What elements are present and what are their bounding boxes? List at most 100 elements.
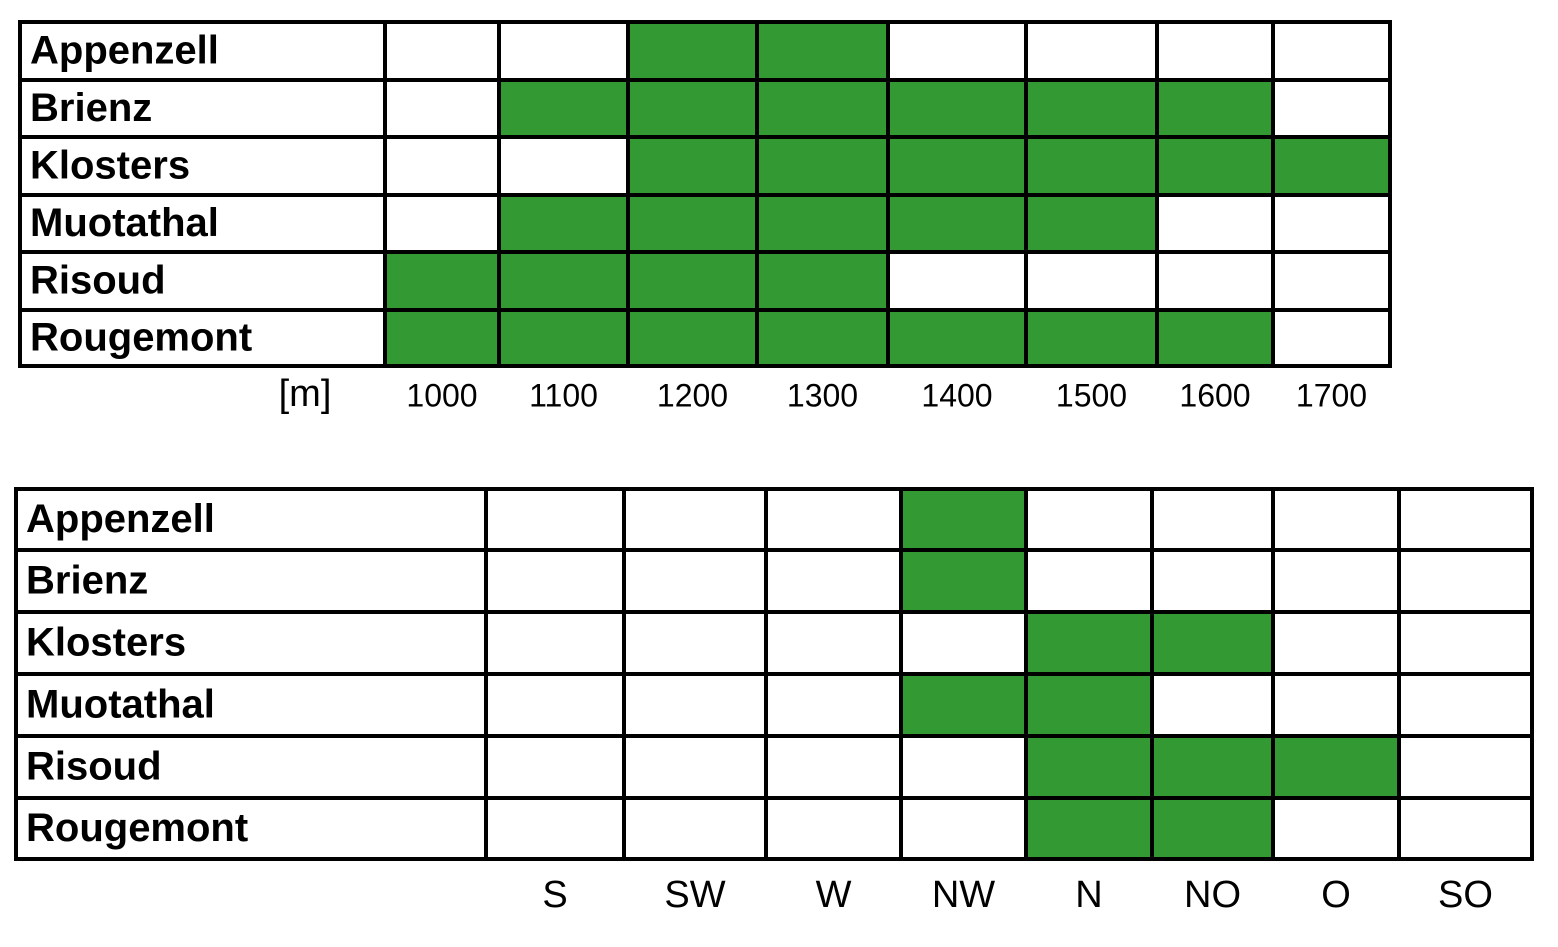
cell [1024, 193, 1159, 254]
cell [1024, 487, 1154, 552]
row-label-cell [18, 308, 387, 368]
cell [1271, 193, 1392, 254]
cell [383, 308, 501, 368]
cell [1397, 672, 1534, 738]
cell [1150, 672, 1275, 738]
row-label: Risoud [26, 745, 162, 789]
unit-label: [m] [279, 373, 332, 415]
cell [1397, 610, 1534, 676]
cell [383, 78, 501, 139]
column-label: 1600 [1179, 377, 1250, 413]
cell [626, 78, 759, 139]
cell [899, 734, 1028, 800]
cell [497, 250, 630, 312]
cell [1024, 610, 1154, 676]
cell [1024, 734, 1154, 800]
cell [1271, 308, 1392, 368]
row-label-cell [14, 672, 488, 738]
cell [755, 308, 890, 368]
row-label-cell [18, 193, 387, 254]
cell [383, 20, 501, 82]
column-label: O [1321, 874, 1351, 916]
row-label: Brienz [30, 86, 152, 130]
cell [755, 20, 890, 82]
cell [1024, 135, 1159, 197]
cell [1155, 78, 1275, 139]
column-label: NW [932, 874, 995, 916]
cell [1024, 20, 1159, 82]
cell [899, 548, 1028, 614]
cell [622, 487, 768, 552]
cell [1155, 135, 1275, 197]
cell [383, 193, 501, 254]
column-label: 1100 [529, 377, 598, 413]
cell [764, 487, 903, 552]
cell [1271, 548, 1401, 614]
cell [1397, 487, 1534, 552]
cell [755, 78, 890, 139]
column-label: NO [1184, 874, 1241, 916]
column-label: 1200 [657, 377, 728, 413]
cell [1397, 796, 1534, 861]
cell [755, 250, 890, 312]
column-label: 1700 [1296, 377, 1367, 413]
cell [899, 610, 1028, 676]
row-label: Rougemont [26, 806, 248, 850]
cell [755, 135, 890, 197]
column-label: 1500 [1056, 377, 1127, 413]
row-label: Muotathal [26, 683, 215, 727]
cell [497, 20, 630, 82]
cell [764, 734, 903, 800]
cell [1155, 250, 1275, 312]
cell [899, 487, 1028, 552]
cell [1397, 734, 1534, 800]
cell [484, 548, 626, 614]
cell [1271, 20, 1392, 82]
row-label: Muotathal [30, 201, 219, 245]
cell [1150, 487, 1275, 552]
cell [1024, 672, 1154, 738]
cell [1024, 548, 1154, 614]
column-label: 1400 [921, 377, 992, 413]
cell [1271, 250, 1392, 312]
column-label: 1300 [787, 377, 858, 413]
column-label: W [816, 874, 852, 916]
cell [626, 308, 759, 368]
row-label: Appenzell [30, 29, 219, 73]
cell [886, 78, 1028, 139]
cell [1024, 250, 1159, 312]
cell [484, 734, 626, 800]
cell [1271, 78, 1392, 139]
cell [622, 610, 768, 676]
column-label: 1000 [406, 377, 477, 413]
cell [484, 610, 626, 676]
column-label: SW [664, 874, 725, 916]
cell [1150, 734, 1275, 800]
column-label: SO [1438, 874, 1493, 916]
cell [497, 135, 630, 197]
cell [1271, 610, 1401, 676]
cell [1271, 487, 1401, 552]
cell [886, 20, 1028, 82]
cell [383, 135, 501, 197]
cell [886, 308, 1028, 368]
cell [1155, 20, 1275, 82]
cell [484, 672, 626, 738]
cell [755, 193, 890, 254]
cell [626, 250, 759, 312]
cell [886, 250, 1028, 312]
row-label: Klosters [30, 144, 190, 188]
cell [1397, 548, 1534, 614]
cell [1150, 796, 1275, 861]
cell [1155, 308, 1275, 368]
row-label: Risoud [30, 259, 166, 303]
cell [484, 796, 626, 861]
cell [626, 193, 759, 254]
cell [622, 734, 768, 800]
cell [626, 20, 759, 82]
cell [622, 796, 768, 861]
cell [622, 672, 768, 738]
cell [1150, 610, 1275, 676]
cell [497, 193, 630, 254]
